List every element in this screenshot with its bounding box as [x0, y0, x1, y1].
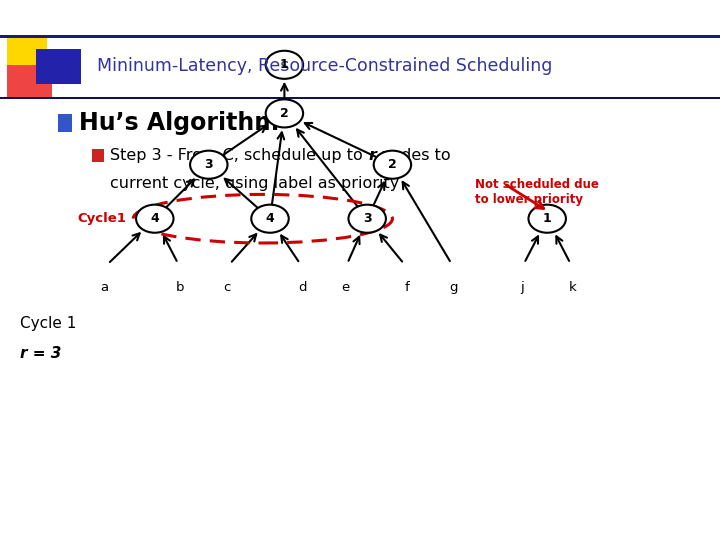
Circle shape: [190, 151, 228, 179]
Text: r = 3: r = 3: [20, 346, 61, 361]
Text: c: c: [223, 281, 230, 294]
Bar: [0, 35, 720, 38]
Circle shape: [374, 151, 411, 179]
Circle shape: [136, 205, 174, 233]
Text: 1: 1: [280, 58, 289, 71]
Text: 4: 4: [150, 212, 159, 225]
Text: r: r: [368, 148, 376, 163]
Text: 2: 2: [388, 158, 397, 171]
Bar: [92, 148, 104, 162]
Text: 4: 4: [266, 212, 274, 225]
Circle shape: [528, 205, 566, 233]
Bar: [7, 38, 47, 78]
Text: a: a: [100, 281, 109, 294]
Circle shape: [266, 51, 303, 79]
Circle shape: [266, 99, 303, 127]
Circle shape: [251, 205, 289, 233]
Bar: [36, 49, 81, 84]
Text: Mininum-Latency, Resource-Constrained Scheduling: Mininum-Latency, Resource-Constrained Sc…: [97, 57, 552, 75]
Text: Not scheduled due
to lower priority: Not scheduled due to lower priority: [475, 178, 599, 206]
Text: g: g: [449, 281, 458, 294]
Text: e: e: [341, 281, 350, 294]
Bar: [58, 114, 72, 132]
Text: 1: 1: [543, 212, 552, 225]
Text: 3: 3: [204, 158, 213, 171]
Text: current cycle, using label as priority: current cycle, using label as priority: [110, 176, 400, 191]
Circle shape: [348, 205, 386, 233]
Text: nodes to: nodes to: [376, 148, 451, 163]
Text: k: k: [569, 281, 576, 294]
Text: Step 3 - From C, schedule up to: Step 3 - From C, schedule up to: [110, 148, 368, 163]
Text: Hu’s Algorithm: Hu’s Algorithm: [79, 111, 279, 134]
Text: 2: 2: [280, 107, 289, 120]
Text: Cycle 1: Cycle 1: [20, 316, 76, 331]
Text: Cycle1: Cycle1: [78, 212, 127, 225]
Text: j: j: [520, 281, 524, 294]
Bar: [0, 97, 720, 99]
Text: d: d: [298, 281, 307, 294]
Text: b: b: [176, 281, 184, 294]
Text: f: f: [405, 281, 409, 294]
Bar: [7, 65, 52, 97]
Text: 3: 3: [363, 212, 372, 225]
